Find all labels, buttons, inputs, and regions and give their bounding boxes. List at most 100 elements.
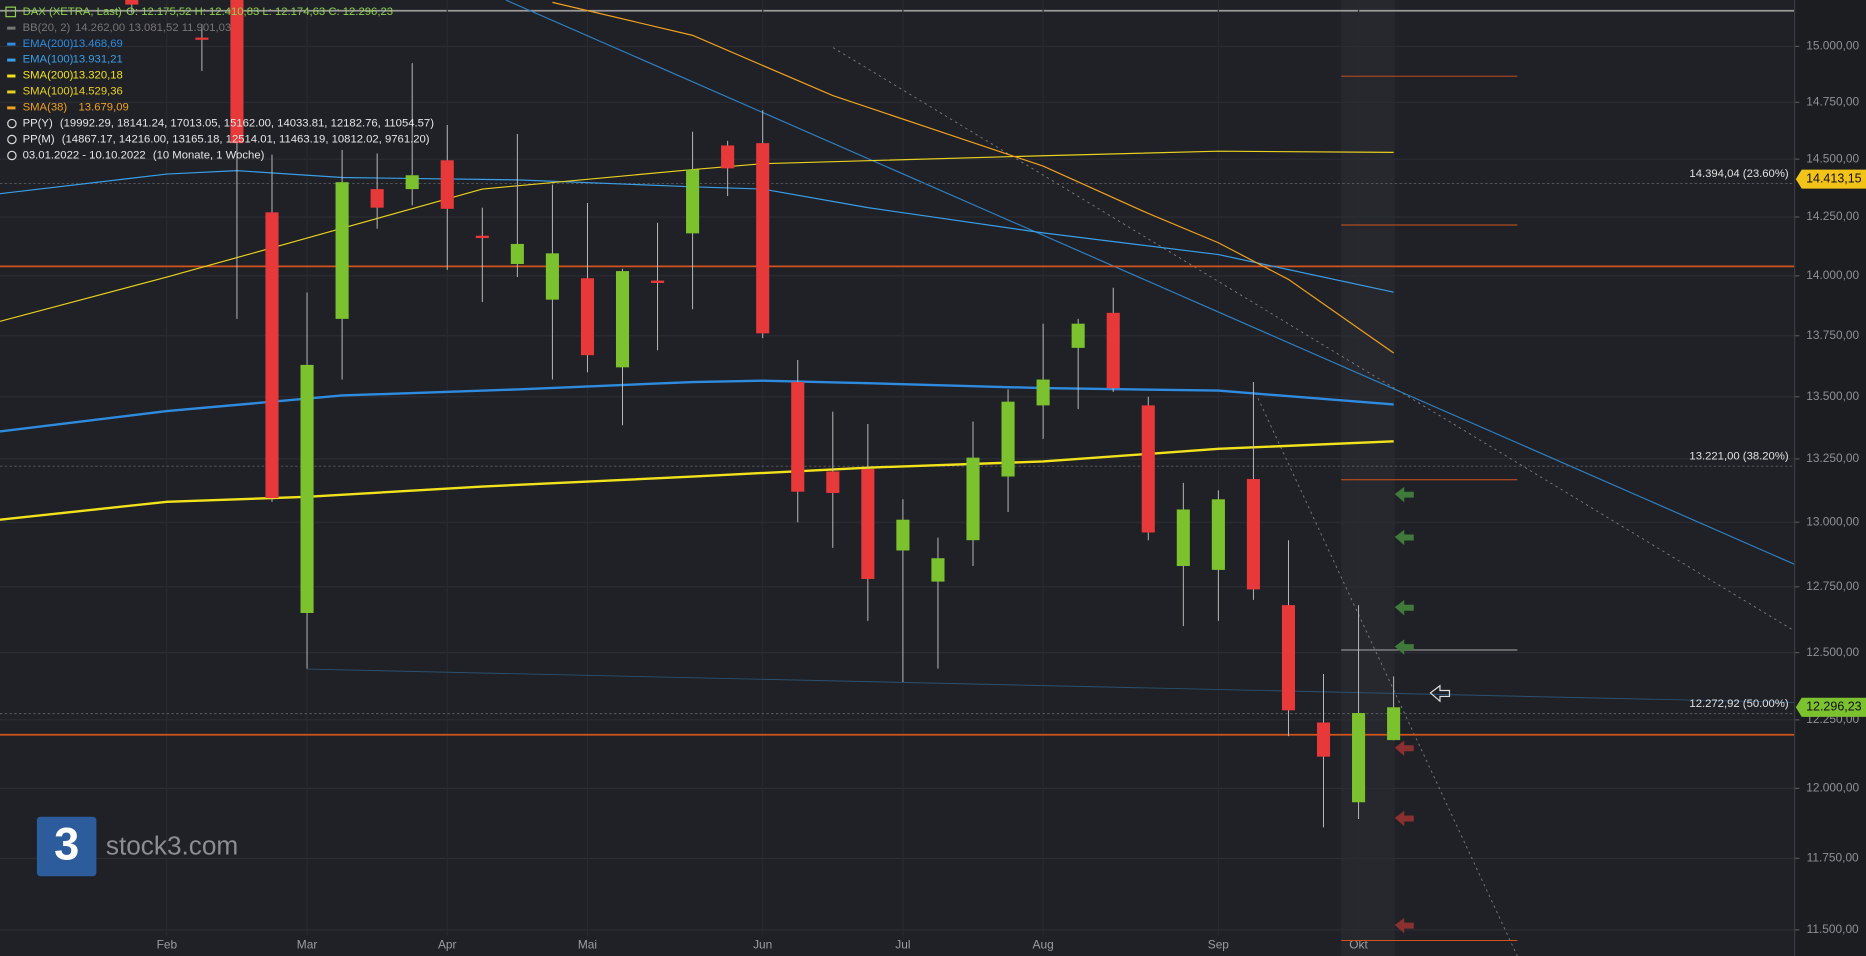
x-tick-label: Mar: [297, 937, 318, 951]
y-tick-label: 11.750,00: [1807, 851, 1859, 865]
indicator-line: [0, 379, 1394, 433]
logo: 3 stock3.com: [36, 816, 238, 877]
candle-body: [545, 253, 559, 300]
x-tick-label: Aug: [1033, 937, 1054, 951]
arrow: [1394, 529, 1414, 546]
legend-value: 13.320,18: [73, 70, 123, 82]
legend-icon: [7, 134, 17, 145]
legend-name: PP(Y): [23, 118, 53, 130]
y-tick-label: 13.250,00: [1806, 451, 1859, 465]
x-tick-label: Mai: [578, 937, 597, 951]
candle-body: [1281, 605, 1296, 711]
y-tick-label: 12.750,00: [1806, 579, 1859, 593]
fib-label: 14.394,04 (23.60%): [1689, 168, 1788, 180]
legend-icon: [7, 118, 17, 129]
candle-body: [1387, 707, 1401, 741]
candle-body: [1211, 499, 1225, 570]
legend-value: 13.931,21: [73, 54, 123, 66]
candle-body: [931, 558, 945, 582]
candle-body: [230, 0, 244, 144]
y-tick-label: 12.000,00: [1806, 781, 1859, 795]
candle-body: [370, 189, 384, 208]
x-tick-label: Okt: [1349, 937, 1368, 951]
arrow: [1394, 600, 1414, 616]
candle-body: [615, 271, 630, 368]
candle-body: [826, 471, 840, 493]
candle-body: [1176, 509, 1190, 567]
candle-body: [1071, 323, 1085, 348]
trend-lines: [307, 0, 1795, 956]
legend-name: PP(M): [23, 134, 55, 146]
plot: [0, 0, 1795, 828]
arrow: [1394, 740, 1414, 756]
legend-name: 03.01.2022 - 10.10.2022: [23, 149, 146, 161]
y-tick-label: 15.000,00: [1806, 39, 1859, 53]
x-tick-label: Jun: [753, 937, 772, 951]
legend-value: (14867.17, 14216.00, 13165.18, 12514.01,…: [62, 134, 430, 146]
candle-body: [510, 243, 524, 264]
legend-title: DAX (XETRA, Last): [23, 6, 122, 18]
trend-line: [1255, 392, 1518, 956]
x-tick-label: Feb: [157, 937, 178, 951]
trend-line: [505, 0, 1795, 565]
candle-body: [966, 457, 980, 541]
legend-name: SMA(200): [23, 70, 74, 82]
legend-swatch: [7, 58, 16, 62]
candle-body: [1246, 479, 1260, 590]
brand-name: stock3.com: [106, 831, 238, 861]
legend-name: EMA(100): [23, 54, 74, 66]
candle-body: [335, 182, 349, 319]
fib-label: 12.272,92 (50.00%): [1689, 698, 1788, 710]
price-axis-panel: [1794, 0, 1866, 956]
y-tick-label: 14.750,00: [1806, 94, 1859, 108]
x-tick-label: Jul: [895, 937, 910, 951]
candle-body: [1106, 312, 1120, 389]
fib-label: 13.221,00 (38.20%): [1689, 451, 1788, 463]
arrow: [1394, 810, 1414, 827]
arrow: [1394, 917, 1414, 934]
candle-body: [686, 169, 700, 234]
candle-body: [265, 212, 279, 499]
legend-swatch: [7, 42, 16, 46]
y-tick-label: 14.000,00: [1806, 268, 1859, 282]
y-tick-label: 13.000,00: [1806, 514, 1859, 528]
legend-icon: [5, 6, 17, 18]
candle-body: [1036, 379, 1050, 406]
price-badge: [1795, 169, 1866, 189]
legend-name: SMA(38): [23, 102, 68, 114]
y-tick-label: 11.500,00: [1807, 922, 1859, 936]
candle-body: [405, 175, 419, 190]
y-tick-label: 13.500,00: [1806, 389, 1859, 403]
candle-body: [1352, 713, 1366, 803]
candle-body: [756, 143, 770, 334]
legend-swatch: [7, 26, 16, 30]
arrow: [1429, 684, 1451, 703]
x-tick-label: Apr: [438, 937, 457, 951]
legend-value: 13.679,09: [79, 102, 129, 114]
legend: DAX (XETRA, Last) O: 12.175,52 H: 12.410,…: [5, 6, 434, 161]
legend-name: BB(20, 2): [23, 22, 71, 34]
arrow: [1394, 486, 1414, 503]
legend-value: (19992.29, 18141.24, 17013.05, 15162.00,…: [60, 118, 434, 130]
candle-body: [125, 0, 139, 5]
candle-body: [195, 37, 209, 40]
trend-line: [307, 668, 1795, 703]
candle-body: [440, 160, 454, 209]
indicator-line: [0, 440, 1394, 521]
logo-box: [36, 816, 97, 877]
legend-icon: [7, 150, 17, 161]
x-tick-label: Sep: [1208, 937, 1230, 951]
candle-body: [721, 145, 735, 169]
legend-value: 13.468,69: [73, 38, 123, 50]
candle-body: [1141, 405, 1155, 533]
candle-body: [1316, 722, 1331, 757]
current-period-shade: [1341, 0, 1395, 956]
candle-body: [896, 519, 910, 551]
legend-swatch: [7, 106, 16, 110]
legend-header-values: O: 12.175,52 H: 12.410,83 L: 12.174,63 C…: [126, 6, 393, 18]
price-badge-label: 12.296,23: [1806, 700, 1862, 714]
legend-swatch: [7, 74, 16, 78]
